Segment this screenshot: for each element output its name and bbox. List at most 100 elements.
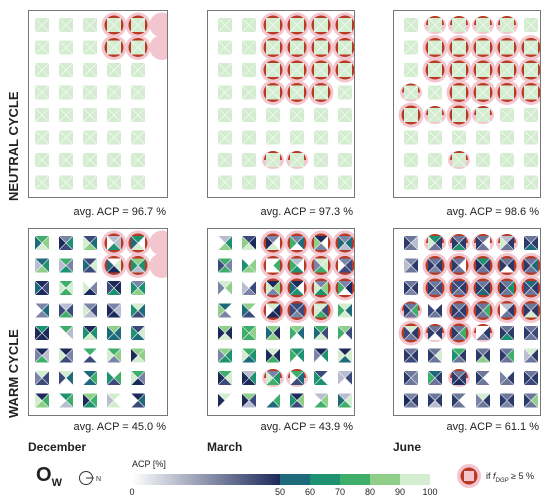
window-cell: [130, 303, 146, 318]
window-cell: [499, 152, 515, 168]
window-cell: [104, 38, 124, 57]
window-cell: [523, 17, 539, 33]
window-cell: [335, 278, 354, 298]
colorbar-segment-70-80: [340, 474, 370, 485]
avg-neutral-june: avg. ACP = 98.6 %: [446, 206, 539, 218]
window-cell: [499, 325, 515, 341]
grid-neutral-march: [217, 12, 354, 190]
window-cell: [130, 348, 146, 363]
window-cell: [241, 130, 257, 145]
colorbar-segment-0-50: [132, 474, 280, 485]
avg-warm-december: avg. ACP = 45.0 %: [73, 421, 166, 433]
window-cell: [82, 258, 98, 273]
window-cell: [241, 85, 257, 100]
window-cell: [241, 280, 257, 296]
colorbar-tick: 50: [274, 487, 286, 497]
window-cell: [523, 370, 539, 386]
window-cell: [104, 256, 124, 275]
window-cell: [337, 325, 353, 341]
window-cell: [473, 60, 493, 80]
window-cell: [58, 280, 74, 296]
window-cell: [287, 278, 307, 298]
window-cell: [34, 175, 50, 190]
window-cell: [106, 303, 122, 318]
window-cell: [311, 38, 331, 57]
dgp-note-suffix: ≥ 5 %: [508, 471, 534, 481]
window-cell: [82, 325, 98, 341]
window-cell: [427, 85, 443, 100]
window-cell: [311, 15, 331, 35]
window-cell: [58, 258, 74, 273]
dgp-halo: [149, 253, 167, 278]
window-cell: [263, 83, 283, 102]
window-cell: [217, 130, 233, 145]
colorbar-segment-60-70: [310, 474, 340, 485]
window-cell: [241, 62, 257, 78]
orientation-symbol-letter: O: [36, 464, 52, 486]
window-cell: [289, 130, 305, 145]
window-cell: [263, 15, 283, 35]
window-cell: [311, 60, 331, 80]
grid-warm-june: [398, 234, 540, 408]
window-cell: [401, 323, 421, 343]
window-cell: [287, 15, 307, 35]
window-cell: [106, 393, 122, 408]
window-cell: [58, 85, 74, 100]
window-cell: [241, 370, 257, 386]
window-cell: [264, 151, 282, 168]
window-cell: [499, 175, 515, 190]
window-cell: [499, 130, 515, 145]
panel-warm-june: [393, 228, 541, 416]
window-cell: [313, 152, 329, 168]
window-cell: [450, 16, 468, 33]
window-cell: [475, 348, 491, 363]
window-cell: [58, 17, 74, 33]
window-cell: [58, 40, 74, 55]
dgp-halo: [149, 12, 167, 38]
window-cell: [217, 325, 233, 341]
window-cell: [337, 370, 353, 386]
window-cell: [337, 303, 353, 318]
window-cell: [427, 348, 443, 363]
window-cell: [473, 38, 493, 57]
window-cell: [106, 370, 122, 386]
window-cell: [288, 369, 306, 386]
window-cell: [313, 175, 329, 190]
window-cell: [130, 85, 146, 100]
window-cell: [427, 393, 443, 408]
window-cell: [337, 348, 353, 363]
window-cell: [474, 16, 492, 33]
window-cell: [427, 175, 443, 190]
grid-neutral-june: [398, 16, 540, 190]
window-cell: [523, 107, 539, 123]
window-cell: [450, 369, 468, 386]
window-cell: [217, 40, 233, 55]
window-cell: [82, 393, 98, 408]
window-cell: [104, 15, 124, 35]
colorbar-title: ACP [%]: [132, 459, 166, 469]
window-cell: [311, 301, 331, 320]
panel-neutral-march: [207, 10, 355, 198]
window-cell: [265, 175, 281, 190]
window-cell: [217, 62, 233, 78]
window-cell: [473, 83, 493, 102]
window-cell: [449, 38, 469, 57]
window-cell: [523, 393, 539, 408]
window-cell: [287, 38, 307, 57]
colorbar: [132, 472, 430, 485]
window-cell: [427, 130, 443, 145]
window-cell: [335, 233, 354, 253]
window-cell: [311, 83, 331, 102]
window-cell: [337, 393, 353, 408]
window-cell: [523, 348, 539, 363]
window-cell: [288, 151, 306, 168]
column-label-march: March: [207, 440, 243, 454]
window-cell: [82, 17, 98, 33]
window-cell: [523, 130, 539, 145]
window-cell: [217, 303, 233, 318]
window-cell: [34, 85, 50, 100]
window-cell: [130, 107, 146, 123]
window-cell: [106, 325, 122, 341]
window-cell: [263, 301, 283, 320]
window-cell: [217, 370, 233, 386]
